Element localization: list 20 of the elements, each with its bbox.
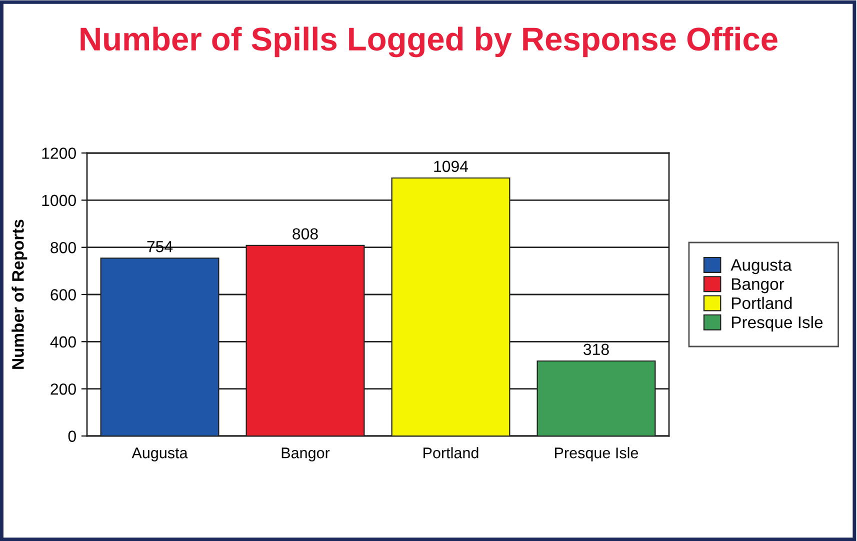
x-tick-label: Augusta — [132, 448, 188, 462]
y-tick-label: 1000 — [42, 194, 76, 206]
y-tick-label: 400 — [50, 336, 76, 348]
y-tick-label: 0 — [68, 430, 76, 442]
y-tick-label: 800 — [50, 242, 76, 254]
chart-title: Number of Spills Logged by Response Office — [80, 26, 778, 58]
legend-label: Augusta — [730, 259, 792, 274]
y-tick-label: 600 — [50, 289, 76, 300]
y-axis-title: Number of Reports — [12, 220, 28, 369]
x-tick-label: Presque Isle — [555, 447, 638, 462]
data-label: 318 — [584, 344, 609, 356]
data-label: 1094 — [434, 160, 468, 172]
x-tick-label: Portland — [424, 447, 478, 458]
data-label: 808 — [292, 228, 318, 240]
legend-label: Bangor — [732, 278, 784, 294]
legend-label: Portland — [732, 296, 792, 310]
y-tick-label: 200 — [50, 383, 76, 395]
legend-label: Presque Isle — [732, 316, 823, 332]
y-tick-label: 1200 — [42, 148, 76, 159]
x-tick-label: Bangor — [282, 448, 330, 462]
